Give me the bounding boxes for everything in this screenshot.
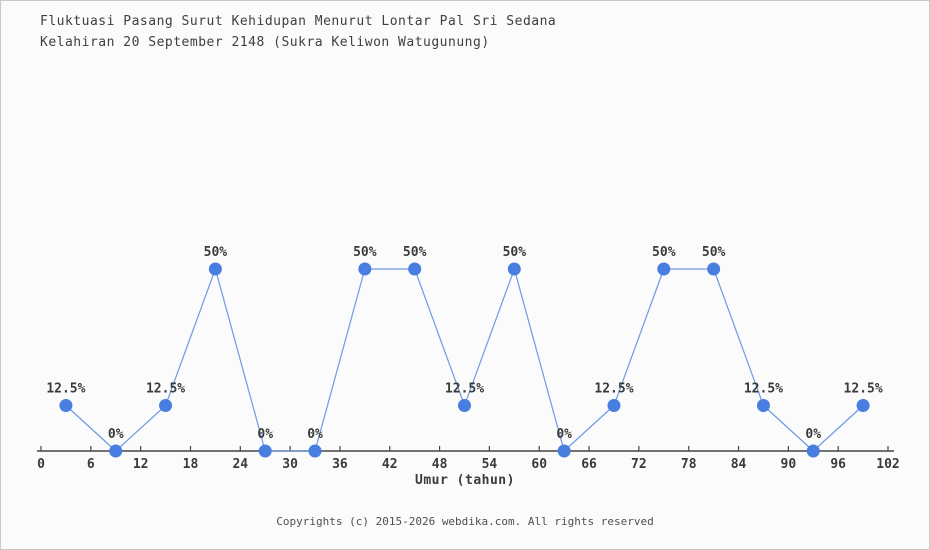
data-point-label: 50%: [353, 245, 377, 260]
data-point: [657, 262, 671, 276]
data-line: [65, 267, 864, 453]
x-tick-label: 60: [531, 457, 547, 472]
data-point: [159, 399, 173, 412]
x-tick-label: 42: [382, 457, 398, 472]
data-point: [408, 262, 422, 276]
data-point: [707, 262, 721, 276]
data-point-label: 0%: [805, 427, 821, 442]
data-point-label: 12.5%: [744, 382, 783, 397]
data-point-label: 0%: [556, 427, 572, 442]
data-point-label: 0%: [108, 427, 124, 442]
data-point-label: 12.5%: [594, 382, 633, 397]
copyright-footer: Copyrights (c) 2015-2026 webdika.com. Al…: [276, 515, 654, 528]
data-point-label: 12.5%: [844, 382, 883, 397]
data-point-label: 50%: [702, 245, 726, 260]
data-point-label: 50%: [503, 245, 527, 260]
x-tick-label: 30: [282, 457, 298, 472]
data-point-label: 12.5%: [46, 382, 85, 397]
data-point: [507, 262, 521, 276]
data-point: [756, 399, 770, 412]
data-point: [557, 444, 571, 458]
x-tick-label: 24: [232, 457, 248, 472]
x-tick-label: 54: [482, 457, 498, 472]
chart-title-line1: Fluktuasi Pasang Surut Kehidupan Menurut…: [40, 14, 557, 29]
x-tick-label: 72: [631, 457, 647, 472]
x-tick-label: 48: [432, 457, 448, 472]
x-tick-label: 12: [133, 457, 149, 472]
x-tick-label: 78: [681, 457, 697, 472]
x-tick-label: 102: [876, 457, 899, 472]
data-point: [308, 444, 322, 458]
data-point: [358, 262, 372, 276]
data-point-label: 0%: [307, 427, 323, 442]
x-tick-label: 84: [731, 457, 747, 472]
data-point: [806, 444, 820, 458]
data-point: [208, 262, 222, 276]
data-point: [109, 444, 123, 458]
data-point: [607, 399, 621, 412]
data-point-label: 0%: [257, 427, 273, 442]
chart-title-line2: Kelahiran 20 September 2148 (Sukra Keliw…: [40, 35, 490, 50]
x-axis-title: Umur (tahun): [415, 473, 515, 488]
x-tick-label: 90: [781, 457, 797, 472]
x-tick-label: 36: [332, 457, 348, 472]
data-point: [856, 399, 870, 412]
x-tick-label: 18: [183, 457, 199, 472]
data-point: [59, 399, 73, 412]
data-point: [458, 399, 471, 412]
x-tick-label: 6: [87, 457, 95, 472]
data-point-label: 50%: [652, 245, 676, 260]
x-tick-label: 0: [37, 457, 45, 472]
x-tick-label: 96: [830, 457, 846, 472]
data-point-label: 50%: [204, 245, 228, 260]
data-point-label: 12.5%: [146, 382, 185, 397]
data-point-label: 50%: [403, 245, 427, 260]
data-point-label: 12.5%: [445, 382, 484, 397]
data-point: [258, 444, 272, 458]
chart-title: Fluktuasi Pasang Surut Kehidupan Menurut…: [40, 11, 556, 53]
x-tick-label: 66: [581, 457, 597, 472]
